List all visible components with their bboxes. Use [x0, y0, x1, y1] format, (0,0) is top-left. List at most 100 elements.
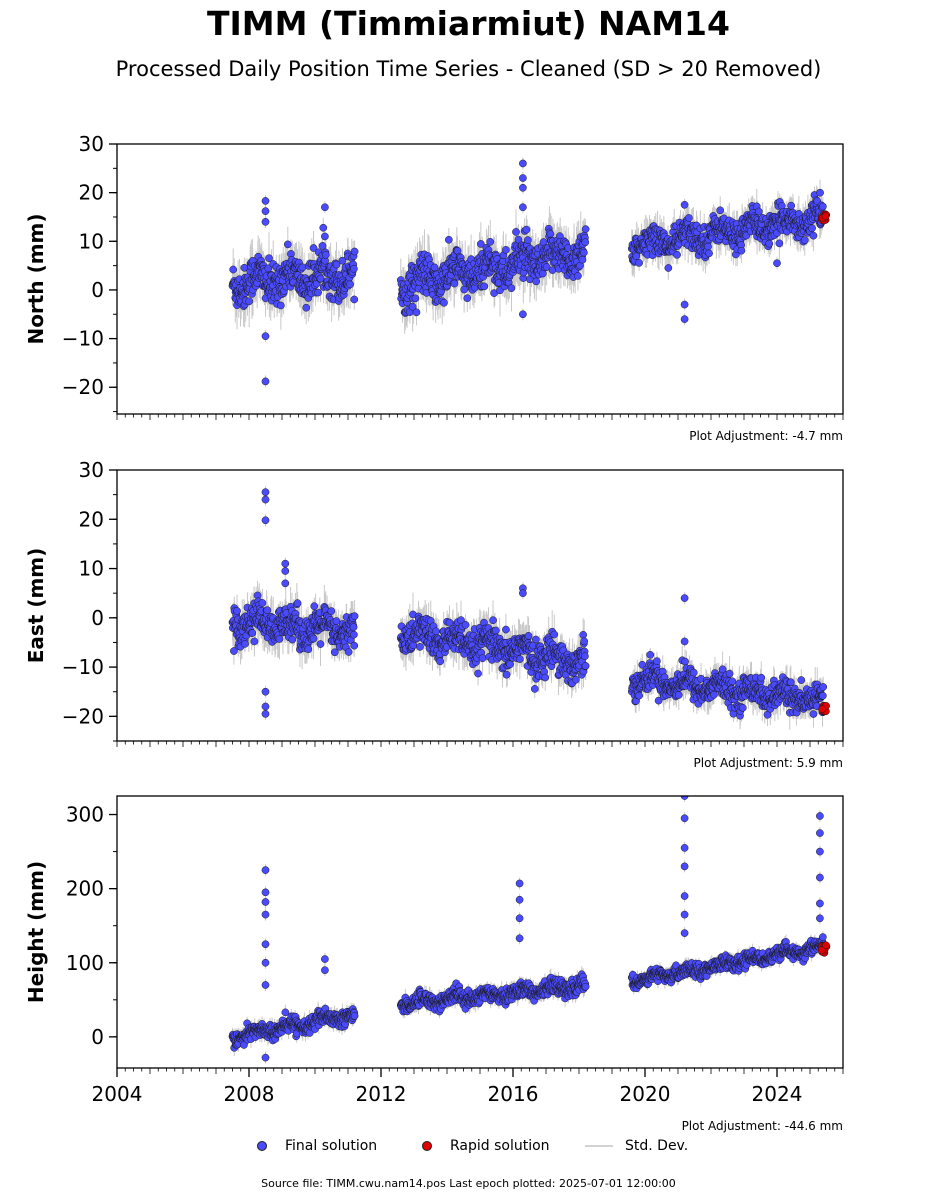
final-point: [580, 248, 588, 257]
final-point: [480, 282, 489, 291]
final-point: [787, 201, 796, 210]
final-point: [476, 240, 485, 248]
final-point: [460, 285, 468, 294]
final-point: [664, 264, 673, 272]
final-points: [228, 488, 828, 720]
final-point: [349, 623, 358, 632]
y-tick-label: 30: [79, 132, 104, 156]
final-point: [241, 640, 249, 648]
final-point: [350, 612, 359, 620]
final-point: [463, 294, 472, 303]
final-point: [673, 250, 681, 259]
final-point-outlier: [321, 203, 329, 212]
final-point: [344, 648, 353, 656]
final-point: [581, 225, 590, 233]
final-point-outlier: [680, 200, 689, 209]
final-point-outlier: [261, 377, 270, 386]
final-point-outlier: [773, 259, 781, 268]
final-point: [338, 256, 347, 265]
final-point: [416, 643, 424, 651]
final-point: [808, 224, 816, 233]
final-point: [245, 297, 254, 306]
final-point: [304, 645, 313, 654]
final-point: [302, 303, 311, 312]
final-point: [800, 236, 809, 244]
final-point: [265, 254, 273, 263]
final-point: [546, 230, 555, 238]
final-point-outlier: [680, 315, 689, 323]
final-point: [350, 630, 358, 639]
final-point-outlier: [261, 197, 270, 205]
panel-1: −20 −10 0 10 20 30 North (mm) Plot Adjustment: …: [24, 132, 844, 443]
final-point-outlier: [519, 183, 527, 192]
final-points: [228, 159, 828, 386]
final-point: [635, 259, 643, 267]
final-point: [309, 634, 318, 643]
final-point: [819, 202, 827, 211]
final-point: [444, 235, 453, 244]
plot-area: [228, 157, 831, 388]
final-point: [408, 302, 417, 311]
final-point: [288, 635, 297, 644]
final-point: [350, 295, 359, 304]
final-point: [233, 607, 241, 615]
final-point: [685, 214, 693, 222]
final-point-outlier: [321, 232, 329, 241]
final-point: [704, 242, 712, 251]
final-point-outlier: [519, 174, 527, 182]
final-point: [809, 231, 818, 240]
final-point: [316, 274, 325, 283]
final-point: [277, 301, 285, 310]
final-point: [248, 629, 257, 637]
rapid-points: [817, 210, 831, 225]
rapid-point: [821, 212, 830, 221]
final-point: [542, 263, 551, 271]
final-point: [346, 280, 354, 289]
final-point: [310, 602, 319, 611]
plot-adjustment: Plot Adjustment: -4.7 mm: [689, 429, 843, 443]
final-point: [316, 640, 325, 648]
final-point: [502, 246, 510, 254]
final-point: [514, 235, 523, 244]
final-point: [436, 657, 444, 666]
final-point: [412, 308, 421, 317]
final-point-outlier: [680, 300, 689, 309]
chart-title: TIMM (Timmiarmiut) NAM14: [207, 4, 730, 43]
plot-area: [228, 486, 830, 730]
final-point: [332, 260, 341, 269]
final-point: [264, 264, 273, 273]
final-point: [486, 237, 495, 246]
y-axis-label: North (mm): [24, 213, 48, 344]
final-point: [705, 249, 713, 258]
final-point: [332, 617, 341, 625]
final-point: [581, 238, 590, 247]
final-point: [350, 641, 359, 650]
final-point: [532, 277, 541, 286]
y-tick-label: 20: [79, 181, 104, 205]
final-point: [716, 206, 725, 215]
final-point-outlier: [519, 203, 527, 212]
final-point: [432, 627, 440, 636]
final-point: [522, 225, 531, 234]
final-point: [263, 606, 272, 615]
final-point: [775, 239, 784, 248]
final-point: [816, 188, 824, 197]
x-axis: [116, 414, 844, 420]
final-point: [319, 223, 328, 232]
final-point: [754, 207, 763, 216]
final-point: [293, 599, 302, 607]
final-point: [507, 284, 516, 293]
final-point: [230, 647, 238, 655]
final-point: [523, 236, 532, 244]
final-point: [450, 279, 459, 288]
final-point: [440, 298, 448, 307]
final-point: [411, 294, 420, 303]
final-point: [350, 264, 358, 273]
final-point: [350, 247, 359, 256]
final-point-outlier: [261, 332, 270, 341]
final-point: [275, 635, 284, 643]
final-point-outlier: [261, 217, 270, 226]
final-point: [314, 288, 322, 297]
